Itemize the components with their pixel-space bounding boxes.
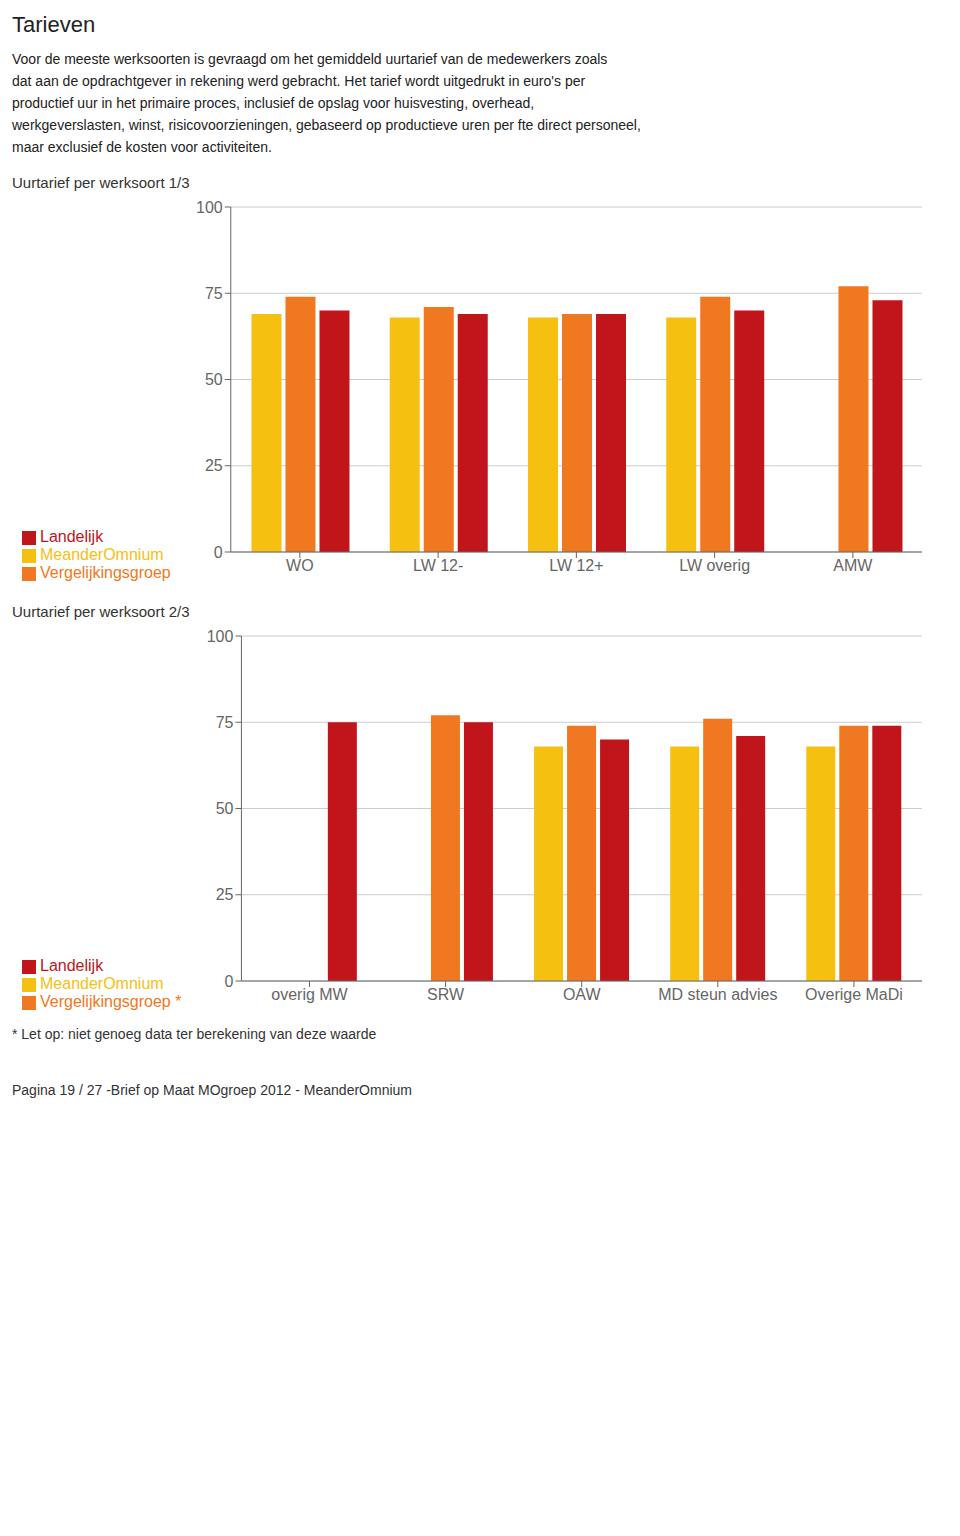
html-text:Vergelijkingsgroep: Vergelijkingsgroep: [40, 564, 171, 581]
svg-text:25: 25: [205, 457, 223, 474]
svg-text:25: 25: [216, 886, 234, 903]
svg-text:0: 0: [225, 973, 234, 990]
svg-text:100: 100: [196, 199, 223, 216]
svg-text:LW 12-: LW 12-: [413, 557, 463, 574]
svg-text:75: 75: [216, 714, 234, 731]
html-text:MeanderOmnium: MeanderOmnium: [40, 546, 164, 563]
svg-text:0: 0: [214, 544, 223, 561]
html-text:Landelijk: Landelijk: [40, 957, 104, 974]
html-text:Tarieven: Tarieven: [12, 12, 96, 37]
svg-text:LW 12+: LW 12+: [549, 557, 603, 574]
html-text:Landelijk: Landelijk: [40, 528, 104, 545]
svg-text:100: 100: [207, 628, 234, 645]
html-text:productief uur in het primaire: productief uur in het primaire proces, i…: [12, 95, 535, 111]
svg-text:overig MW: overig MW: [271, 986, 348, 1003]
svg-text:50: 50: [205, 371, 223, 388]
svg-text:AMW: AMW: [833, 557, 873, 574]
svg-text:WO: WO: [286, 557, 314, 574]
html-text:MeanderOmnium: MeanderOmnium: [40, 975, 164, 992]
html-text:Vergelijkingsgroep *: Vergelijkingsgroep *: [40, 993, 182, 1010]
html-text:Uurtarief per werksoort 2/3: Uurtarief per werksoort 2/3: [12, 603, 190, 620]
svg-text:LW overig: LW overig: [679, 557, 750, 574]
html-text:Pagina 19 / 27 -Brief op Maat: Pagina 19 / 27 -Brief op Maat MOgroep 20…: [12, 1082, 412, 1098]
svg-text:MD steun advies: MD steun advies: [658, 986, 777, 1003]
html-text:werkgeverslasten, winst, risic: werkgeverslasten, winst, risicovoorzieni…: [12, 117, 641, 133]
svg-text:Overige MaDi: Overige MaDi: [805, 986, 903, 1003]
html-text:maar exclusief de kosten voor: maar exclusief de kosten voor activiteit…: [12, 139, 272, 155]
html-text:* Let op: niet genoeg data ter: * Let op: niet genoeg data ter berekenin…: [12, 1026, 377, 1042]
svg-text:50: 50: [216, 800, 234, 817]
html-text:dat aan de opdrachtgever in re: dat aan de opdrachtgever in rekening wer…: [12, 73, 586, 89]
svg-text:SRW: SRW: [427, 986, 465, 1003]
html-text:Uurtarief per werksoort 1/3: Uurtarief per werksoort 1/3: [12, 174, 190, 191]
html-text:Voor de meeste werksoorten is: Voor de meeste werksoorten is gevraagd o…: [12, 51, 608, 67]
svg-text:75: 75: [205, 285, 223, 302]
svg-text:OAW: OAW: [563, 986, 602, 1003]
